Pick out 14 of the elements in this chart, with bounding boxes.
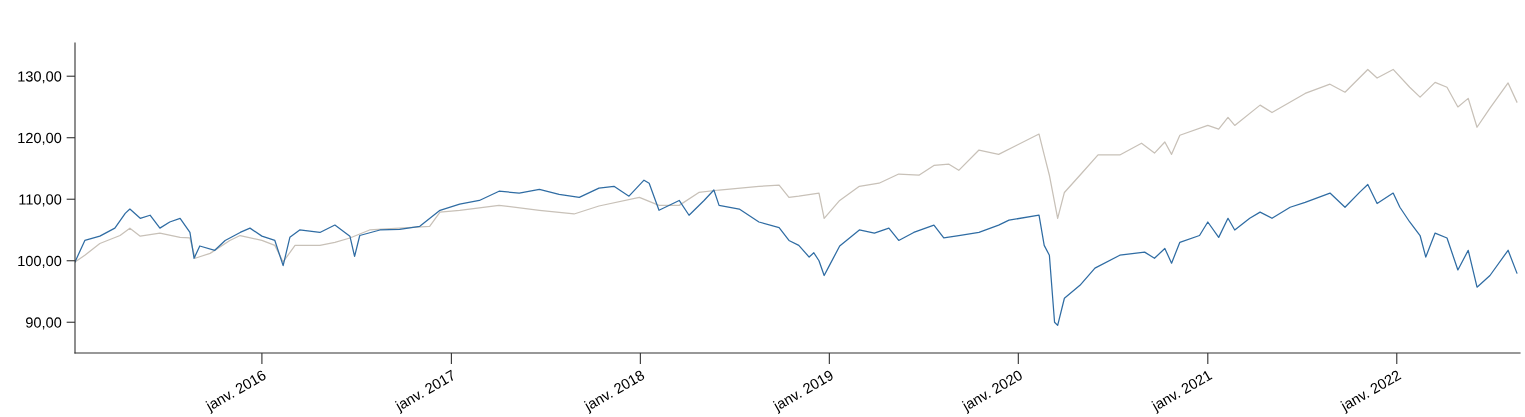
x-tick-label: janv. 2018	[582, 369, 647, 415]
x-tick-label: janv. 2016	[204, 369, 269, 415]
x-tick-label: janv. 2021	[1150, 369, 1214, 415]
line-series	[75, 179, 1518, 326]
x-tick-label: janv. 2020	[960, 369, 1025, 415]
y-tick-label: 90,00	[26, 317, 62, 330]
x-tick-label: janv. 2017	[393, 369, 458, 415]
y-tick-label: 130,00	[18, 71, 62, 84]
y-tick-label: 120,00	[18, 132, 62, 145]
y-tick-label: 110,00	[19, 194, 62, 207]
x-tick-label: janv. 2019	[771, 369, 836, 415]
line-series	[75, 68, 1518, 263]
y-tick-label: 100,00	[18, 255, 62, 268]
x-tick-label: janv. 2022	[1339, 369, 1403, 415]
